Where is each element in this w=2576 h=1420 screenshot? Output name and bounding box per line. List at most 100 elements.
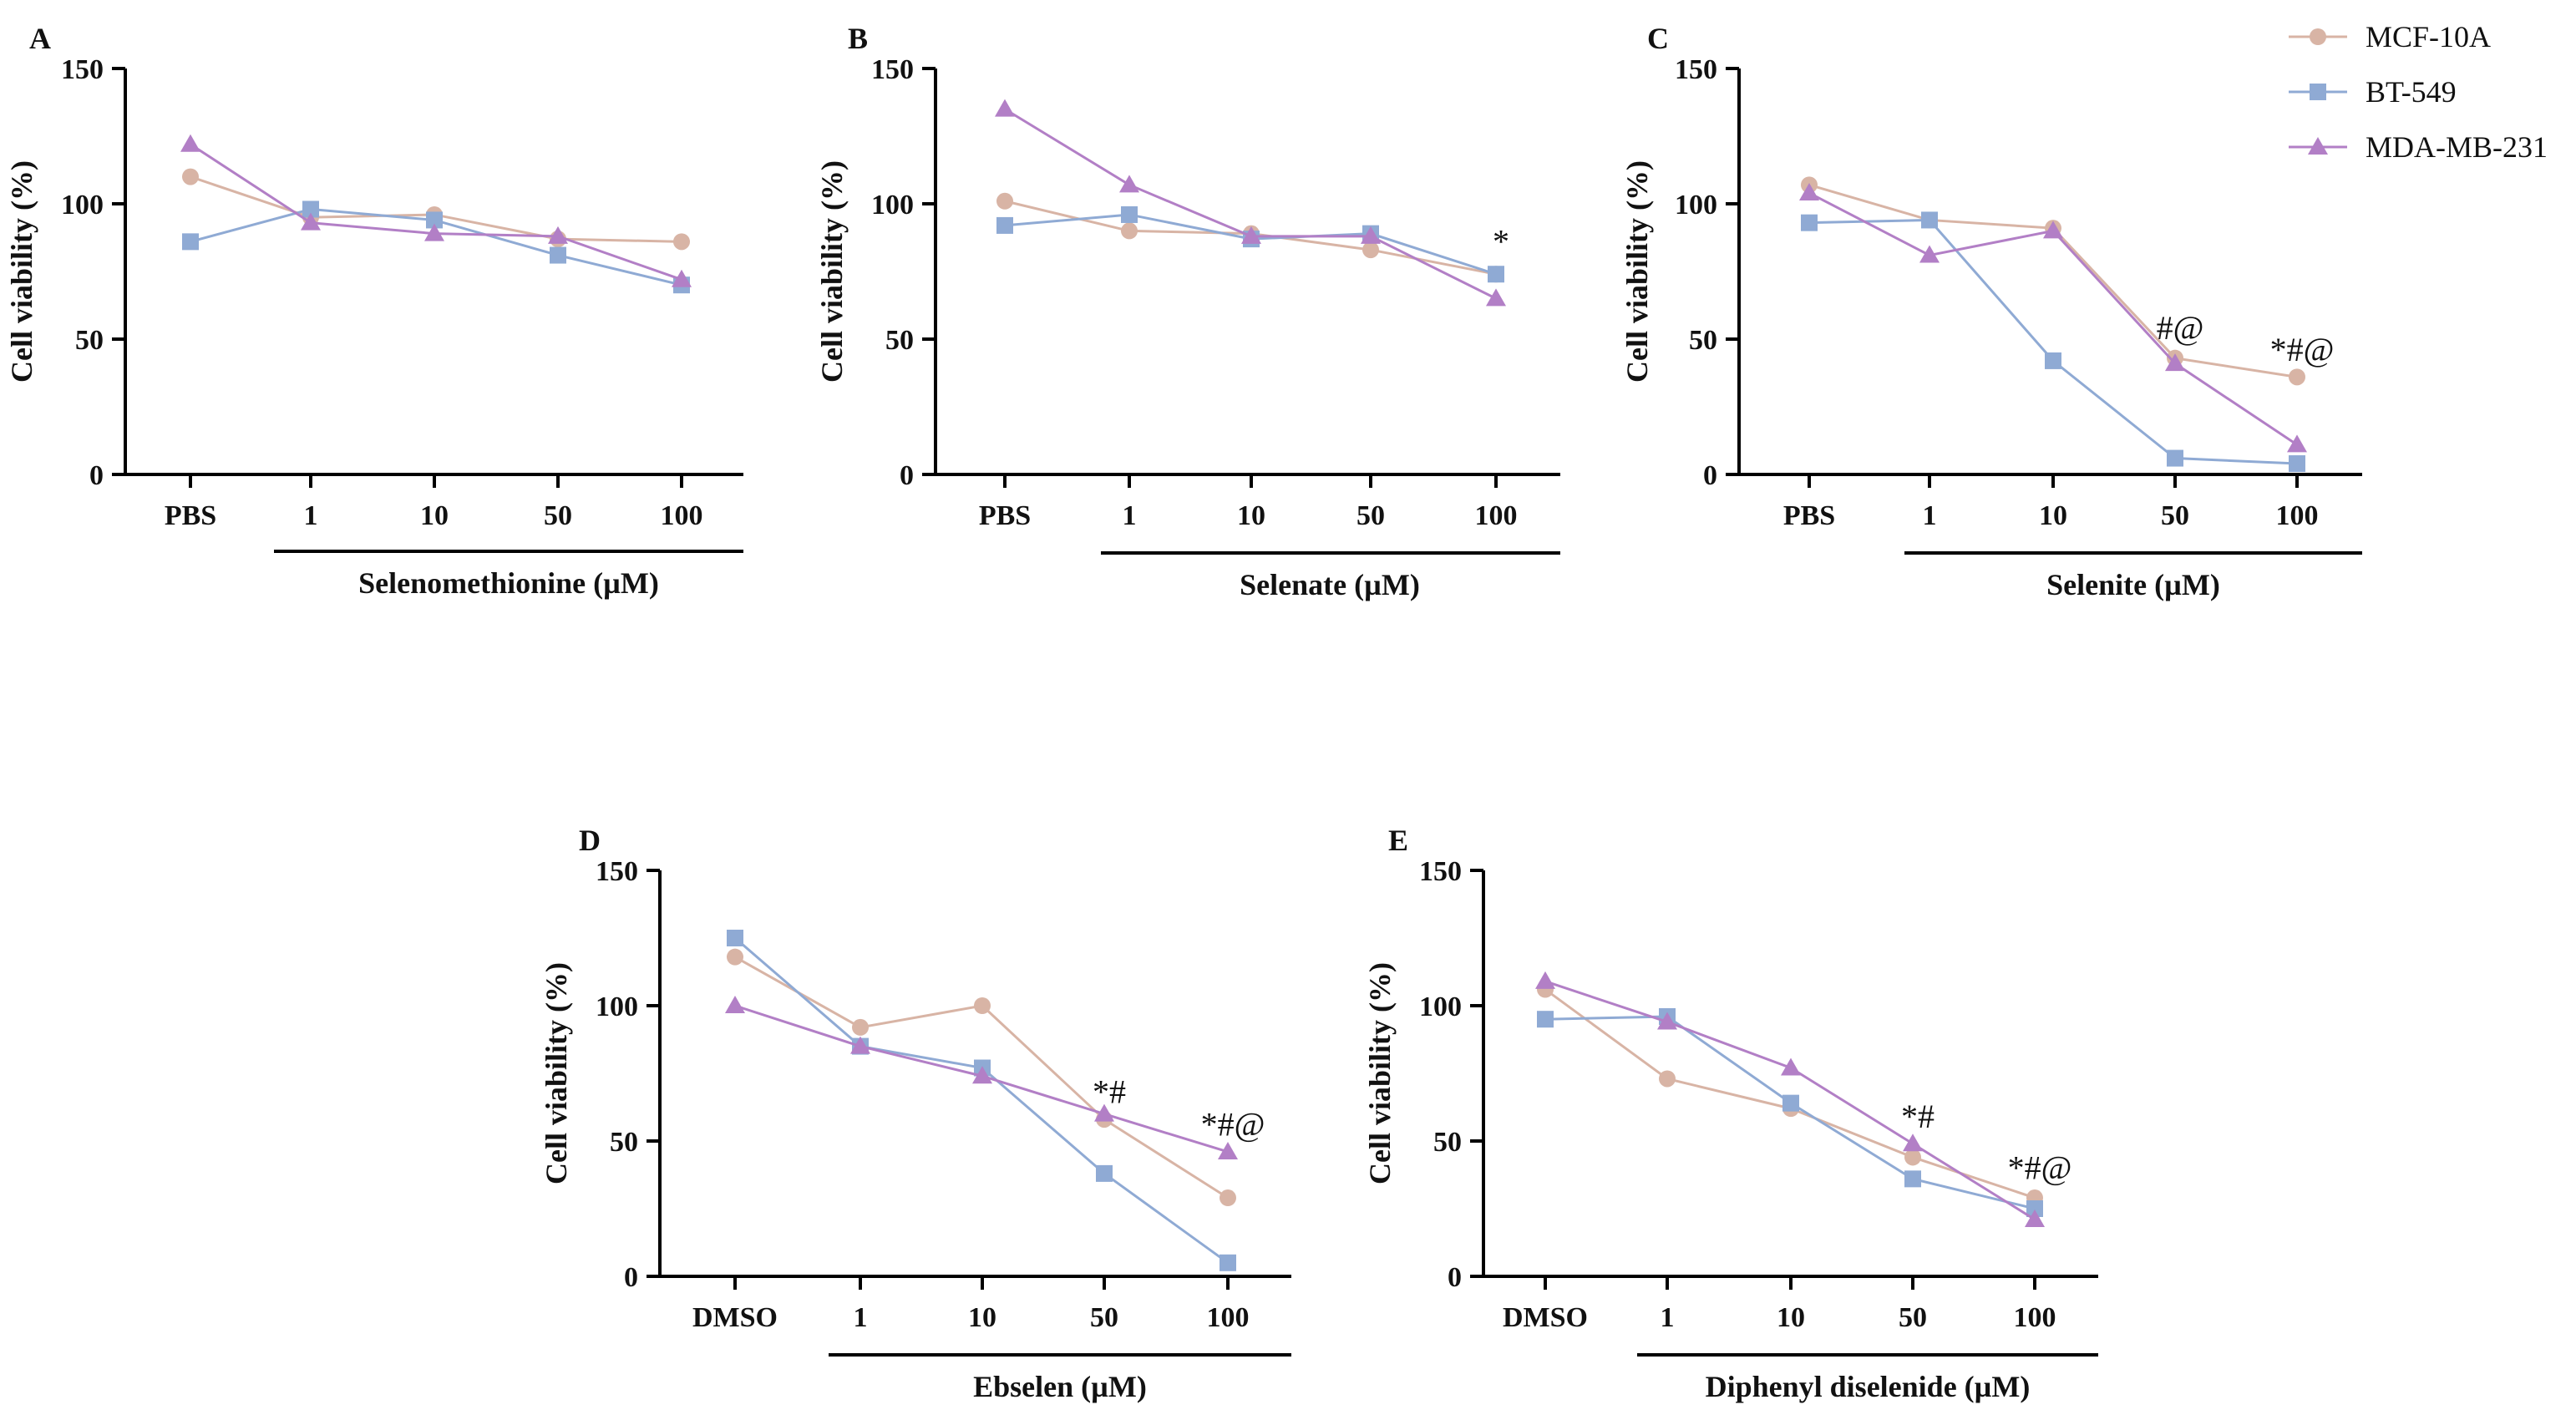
data-point	[1241, 226, 1261, 244]
y-tick-label: 100	[1419, 991, 1462, 1022]
legend-item-bt-549: BT-549	[2289, 75, 2457, 109]
data-point	[972, 1066, 992, 1084]
series-bt-549	[182, 200, 690, 294]
data-point	[1094, 1103, 1114, 1122]
y-tick-label: 0	[89, 460, 104, 491]
y-axis-title: Cell viability (%)	[540, 962, 573, 1184]
data-point	[2025, 1209, 2045, 1227]
x-tick-label: 100	[1207, 1302, 1250, 1333]
series-line	[1808, 183, 2298, 378]
data-point	[1486, 288, 1506, 307]
data-point	[182, 168, 199, 185]
panel-e: E 0 50 100 150 Cell viability (%) DMSO 1 10 50 100…	[1363, 824, 2098, 1403]
y-tick-label: 150	[61, 54, 104, 85]
significance-annotation: *	[1493, 222, 1509, 260]
x-tick-label: PBS	[1783, 500, 1835, 531]
data-point	[548, 226, 568, 244]
legend-item-mcf-10a: MCF-10A	[2289, 20, 2491, 53]
significance-annotation: *#@	[1201, 1106, 1265, 1144]
data-point	[1096, 1164, 1113, 1182]
data-point	[852, 1018, 869, 1036]
data-point	[1782, 1094, 1799, 1112]
data-point	[672, 269, 692, 287]
y-axis-title: Cell viability (%)	[5, 160, 38, 383]
data-point	[974, 997, 991, 1014]
data-point	[1903, 1133, 1923, 1152]
data-point	[1121, 205, 1138, 223]
data-point	[550, 246, 566, 264]
significance-annotation: *#	[1093, 1073, 1126, 1111]
data-point	[727, 930, 743, 946]
y-axis-title: Cell viability (%)	[815, 160, 849, 383]
data-point	[1361, 226, 1381, 244]
data-point	[1659, 1070, 1676, 1088]
data-point	[1537, 1011, 1554, 1028]
legend-marker	[2310, 28, 2326, 45]
legend-label: MCF-10A	[2366, 20, 2491, 53]
panel-d: D 0 50 100 150 Cell viability (%) DMSO 1 10 50 100…	[540, 824, 1291, 1403]
y-tick-label: 150	[1675, 54, 1717, 85]
y-tick-label: 50	[1433, 1127, 1462, 1158]
series-mcf-10a	[1537, 981, 2043, 1207]
x-tick-label: 100	[1475, 500, 1518, 531]
data-point	[2287, 434, 2307, 453]
series-line	[734, 936, 1229, 1265]
data-point	[1919, 245, 1940, 263]
data-point	[1218, 1141, 1238, 1159]
x-tick-label: 50	[1356, 500, 1385, 531]
x-tick-label: 10	[968, 1302, 996, 1333]
data-point	[1904, 1170, 1921, 1188]
x-tick-label: DMSO	[1503, 1302, 1588, 1333]
series-mda-mb-231	[1799, 183, 2307, 453]
series-mda-mb-231	[1535, 971, 2045, 1227]
series-line	[1544, 988, 2036, 1199]
x-tick-label: 10	[1237, 500, 1265, 531]
data-point	[2165, 353, 2185, 372]
series-bt-549	[727, 930, 1236, 1271]
data-point	[1801, 214, 1818, 231]
y-tick-label: 150	[1419, 856, 1462, 887]
data-point	[1220, 1254, 1236, 1271]
data-point	[2289, 368, 2305, 386]
data-point	[1904, 1149, 1921, 1166]
x-tick-label: 10	[420, 500, 449, 531]
group-label: Diphenyl diselenide (µM)	[1706, 1370, 2031, 1403]
data-point	[2167, 449, 2183, 467]
data-point	[996, 192, 1013, 210]
data-point	[426, 211, 443, 229]
data-point	[1362, 241, 1379, 259]
x-tick-label: 10	[1777, 1302, 1805, 1333]
significance-annotation: *#@	[2270, 331, 2335, 368]
significance-annotation: *#	[1901, 1098, 1935, 1135]
data-point	[1220, 1189, 1236, 1207]
data-point	[850, 1036, 870, 1054]
panel-letter: C	[1647, 22, 1669, 55]
data-point	[727, 948, 743, 966]
y-tick-label: 0	[1448, 1262, 1462, 1293]
x-tick-label: 100	[661, 500, 703, 531]
x-tick-label: 50	[2161, 500, 2189, 531]
data-point	[2289, 455, 2305, 473]
x-tick-label: 1	[1923, 500, 1937, 531]
x-tick-label: 10	[2039, 500, 2067, 531]
data-point	[1657, 1012, 1677, 1030]
x-tick-label: 1	[1123, 500, 1137, 531]
y-tick-label: 50	[75, 325, 104, 356]
y-tick-label: 0	[624, 1262, 638, 1293]
legend-item-mda-mb-231: MDA-MB-231	[2289, 130, 2548, 164]
data-point	[424, 223, 444, 241]
panel-letter: D	[579, 824, 601, 857]
y-tick-label: 150	[596, 856, 638, 887]
group-label: Selenite (µM)	[2046, 568, 2220, 601]
legend: MCF-10A BT-549 MDA-MB-231	[2289, 20, 2548, 164]
panel-letter: A	[29, 22, 51, 55]
x-tick-label: 100	[2276, 500, 2319, 531]
y-axis-title: Cell viability (%)	[1363, 962, 1397, 1184]
series-line	[1004, 108, 1497, 300]
data-point	[1781, 1057, 1801, 1076]
x-tick-label: 50	[1899, 1302, 1927, 1333]
data-point	[725, 996, 745, 1013]
x-tick-label: 100	[2014, 1302, 2056, 1333]
